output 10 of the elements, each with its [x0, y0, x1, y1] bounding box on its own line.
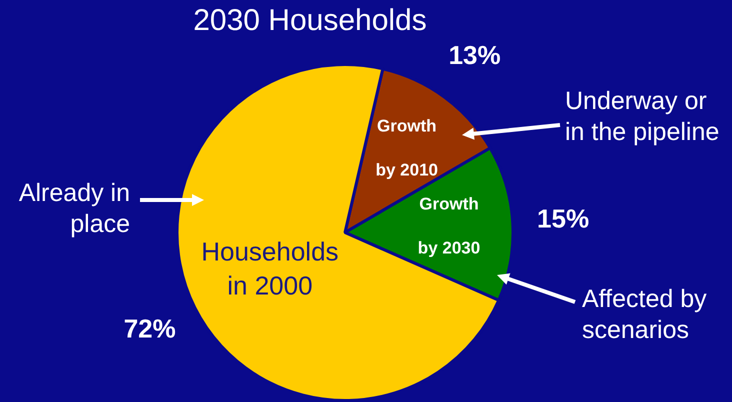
text: Underway or in the pipeline [565, 86, 720, 148]
text: Already in place [18, 178, 130, 240]
data-label: 13% [448, 40, 501, 70]
data-label: 72% [124, 313, 176, 344]
slice-label: Households in 2000 [201, 236, 339, 300]
category-label: Growth by 2030 [418, 194, 480, 258]
text: Affected by scenarios [582, 284, 707, 346]
category-label: Growth by 2010 [376, 116, 438, 180]
data-label: 15% [537, 203, 590, 234]
chart-title: 2030 Households [192, 4, 428, 38]
